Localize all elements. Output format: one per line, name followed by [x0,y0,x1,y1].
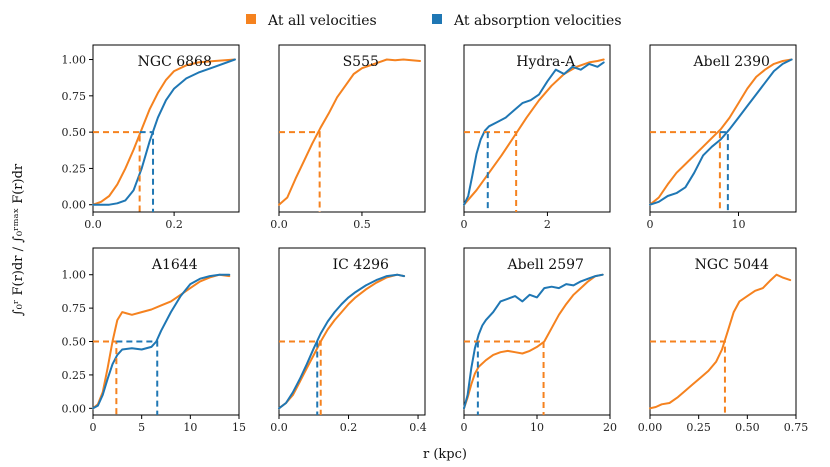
all-curve-ngc-6868 [92,58,236,206]
x-tick-label-ic-4296: 0.4 [409,421,427,434]
x-axis-title: r (kpc) [423,447,467,462]
x-tick-label-ngc-6868: 0.0 [84,218,102,231]
legend: At all velocities At absorption velociti… [246,13,622,29]
median-abs-marker-ngc-6868 [139,131,155,212]
panel-title-s555: S555 [343,54,379,70]
panel-title-hydra-a: Hydra-A [516,54,576,70]
all-curve-ic-4296 [278,273,406,410]
panel-frame-ic-4296 [278,247,426,416]
y-tick-label-a1644: 0.00 [62,402,87,415]
median-all-marker-abell-2390 [650,131,721,212]
legend-all-label: At all velocities [267,13,377,29]
y-axis-title: ∫₀ʳ F(r)dr / ∫₀ʳᵐᵃˣ F(r)dr [11,163,26,316]
y-tick-label-ngc-6868: 0.00 [62,199,87,212]
x-tick-label-ngc-6868: 0.2 [165,218,183,231]
y-tick-label-a1644: 0.75 [62,302,87,315]
panel-title-abell-2597: Abell 2597 [507,257,584,273]
panel-frame-a1644 [92,247,240,416]
x-tick-label-s555: 0.0 [270,218,288,231]
median-abs-marker-a1644 [116,340,159,415]
abs-curve-hydra-a [463,61,605,206]
panel-ic-4296: 0.0 0.2 0.4 IC 4296 [270,247,427,434]
x-tick-label-ngc-5044: 0.50 [735,421,760,434]
x-tick-label-a1644: 0 [90,421,97,434]
panel-title-ngc-6868: NGC 6868 [138,54,212,70]
x-tick-label-ic-4296: 0.2 [340,421,358,434]
median-all-marker-ngc-5044 [650,340,726,415]
y-tick-label-a1644: 0.25 [62,369,87,382]
x-tick-label-abell-2597: 20 [603,421,617,434]
all-curve-hydra-a [463,58,605,206]
x-tick-label-hydra-a: 2 [544,218,551,231]
median-all-marker-hydra-a [464,131,518,212]
y-tick-label-ngc-6868: 1.00 [62,54,87,67]
panel-a1644: 0 5 10 15 0.00 0.25 0.50 0.75 1.00 A1644 [62,247,246,434]
x-tick-label-ngc-5044: 0.00 [638,421,663,434]
panel-title-ic-4296: IC 4296 [333,257,389,273]
x-tick-label-s555: 0.5 [353,218,371,231]
median-all-marker-s555 [279,131,321,212]
all-curve-s555 [278,58,421,206]
x-tick-label-abell-2390: 0 [647,218,654,231]
panel-frame-abell-2597 [463,247,611,416]
y-tick-label-ngc-6868: 0.25 [62,162,87,175]
abs-curve-ngc-6868 [92,58,236,206]
panel-title-a1644: A1644 [151,257,198,273]
y-tick-label-ngc-6868: 0.50 [62,126,87,139]
legend-abs-label: At absorption velocities [453,13,622,29]
panel-abell-2390: 0 10 Abell 2390 [647,44,797,231]
panel-ngc-5044: 0.00 0.25 0.50 0.75 NGC 5044 [638,247,809,434]
x-tick-label-a1644: 15 [232,421,246,434]
legend-abs-swatch [432,14,442,24]
x-tick-label-a1644: 10 [183,421,197,434]
abs-curve-a1644 [92,273,231,410]
panel-hydra-a: 0 2 Hydra-A [461,44,611,231]
y-tick-label-ngc-6868: 0.75 [62,90,87,103]
x-tick-label-ic-4296: 0.0 [270,421,288,434]
panel-ngc-6868: 0.0 0.2 0.00 0.25 0.50 0.75 1.00 NGC 6868 [62,44,240,231]
panel-title-ngc-5044: NGC 5044 [695,257,769,273]
x-tick-label-ngc-5044: 0.25 [686,421,711,434]
median-all-marker-ic-4296 [279,340,322,415]
y-tick-label-a1644: 0.50 [62,336,87,349]
panel-title-abell-2390: Abell 2390 [693,54,770,70]
panel-frame-ngc-6868 [92,44,240,213]
panel-frame-hydra-a [463,44,611,213]
all-curve-ngc-5044 [649,273,792,410]
panel-frame-abell-2390 [649,44,797,213]
all-curve-abell-2597 [463,273,604,410]
x-tick-label-hydra-a: 0 [461,218,468,231]
all-curve-abell-2390 [649,58,793,206]
panel-frame-s555 [278,44,426,213]
x-tick-label-abell-2390: 10 [731,218,745,231]
median-all-marker-ngc-6868 [93,131,141,212]
legend-all-swatch [246,14,256,24]
x-tick-label-a1644: 5 [138,421,145,434]
abs-curve-ic-4296 [278,273,406,410]
all-curve-a1644 [92,273,231,410]
x-tick-label-abell-2597: 10 [530,421,544,434]
panel-s555: 0.0 0.5 S555 [270,44,426,231]
y-tick-label-a1644: 1.00 [62,269,87,282]
x-tick-label-abell-2597: 0 [461,421,468,434]
median-abs-marker-abell-2390 [719,131,729,212]
abs-curve-abell-2390 [649,58,793,206]
panel-frame-ngc-5044 [649,247,797,416]
panel-abell-2597: 0 10 20 Abell 2597 [461,247,617,434]
abs-curve-abell-2597 [463,273,604,410]
x-tick-label-ngc-5044: 0.75 [784,421,809,434]
